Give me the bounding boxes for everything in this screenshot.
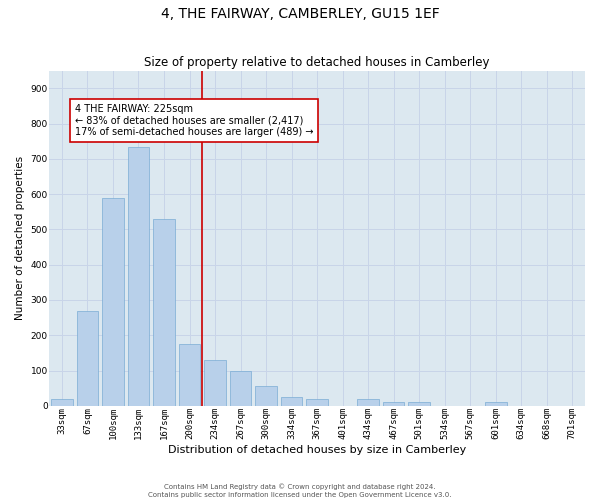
Title: Size of property relative to detached houses in Camberley: Size of property relative to detached ho…	[145, 56, 490, 70]
Text: 4, THE FAIRWAY, CAMBERLEY, GU15 1EF: 4, THE FAIRWAY, CAMBERLEY, GU15 1EF	[161, 8, 439, 22]
Bar	[51, 400, 73, 406]
Text: 4 THE FAIRWAY: 225sqm
← 83% of detached houses are smaller (2,417)
17% of semi-d: 4 THE FAIRWAY: 225sqm ← 83% of detached …	[75, 104, 313, 138]
Bar	[357, 400, 379, 406]
Bar	[255, 386, 277, 406]
X-axis label: Distribution of detached houses by size in Camberley: Distribution of detached houses by size …	[168, 445, 466, 455]
Bar	[230, 370, 251, 406]
Bar	[409, 402, 430, 406]
Bar	[77, 310, 98, 406]
Bar	[306, 398, 328, 406]
Bar	[128, 146, 149, 406]
Bar	[383, 402, 404, 406]
Bar	[485, 402, 506, 406]
Y-axis label: Number of detached properties: Number of detached properties	[15, 156, 25, 320]
Text: Contains HM Land Registry data © Crown copyright and database right 2024.
Contai: Contains HM Land Registry data © Crown c…	[148, 484, 452, 498]
Bar	[102, 198, 124, 406]
Bar	[179, 344, 200, 406]
Bar	[204, 360, 226, 406]
Bar	[281, 397, 302, 406]
Bar	[153, 219, 175, 406]
